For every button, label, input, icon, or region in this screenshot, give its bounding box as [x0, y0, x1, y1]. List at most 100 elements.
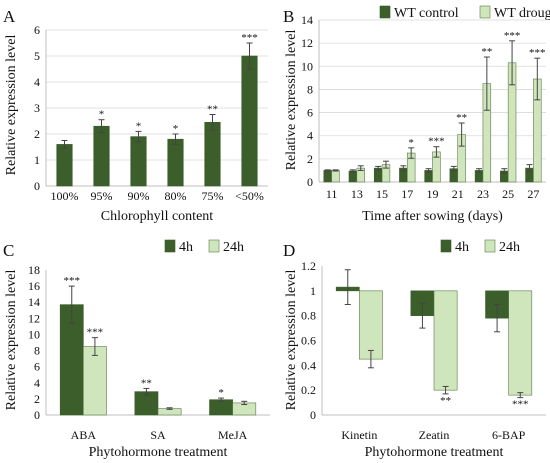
- panel-c-significance-label: ***: [87, 327, 104, 339]
- panel-b-significance-label: ***: [428, 136, 445, 148]
- panel-b-significance-label: ***: [504, 30, 521, 42]
- panel-a-xtick-label: 100%: [51, 189, 79, 203]
- panel-c-ytick-label: 14: [28, 295, 40, 309]
- panel-c-significance-label: **: [141, 377, 152, 389]
- panel-b-xtick-label: 27: [527, 187, 539, 201]
- panel-d-legend-label: 4h: [455, 240, 469, 255]
- panel-a-ytick-label: 3: [34, 101, 40, 115]
- panel-a-ytick-label: 5: [34, 49, 40, 63]
- panel-b-legend-swatch: [479, 5, 491, 19]
- panel-d-bar: [359, 290, 383, 360]
- panel-b-ytick-label: 0: [307, 175, 313, 189]
- panel-c-ytick-label: 18: [28, 263, 40, 277]
- panel-d-ytick-label: 0.8: [301, 309, 316, 323]
- panel-b-xtick-label: 13: [351, 187, 363, 201]
- panel-c-ytick-label: 8: [34, 344, 40, 358]
- panel-c-legend-swatch: [208, 239, 220, 253]
- panel-d-ytick-label: 0: [310, 408, 316, 422]
- panel-a-ytick-label: 6: [34, 23, 40, 37]
- panel-d-ytick-label: 1: [310, 284, 316, 298]
- panel-c-legend-label: 4h: [179, 240, 193, 255]
- panel-d-x-axis-label: Phytohormone treatment: [365, 445, 504, 460]
- panel-c-xtick-label: MeJA: [218, 428, 248, 442]
- panel-c-significance-label: *: [218, 387, 224, 399]
- panel-b-ytick-label: 4: [307, 129, 313, 143]
- panel-b-xtick-label: 17: [401, 187, 413, 201]
- panel-c-bar: [209, 399, 233, 416]
- panel-c-xtick-label: SA: [150, 428, 166, 442]
- panel-a-significance-label: **: [207, 104, 218, 116]
- panel-d-bar: [433, 290, 458, 391]
- panel-a-ytick-label: 1: [34, 153, 40, 167]
- panel-d-legend-label: 24h: [499, 240, 520, 255]
- panel-d-ytick-label: 0.2: [301, 383, 316, 397]
- panel-b-letter: B: [283, 7, 294, 26]
- panel-a-xtick-label: <50%: [235, 189, 264, 203]
- panel-a-bar: [56, 144, 73, 187]
- panel-a-xtick-label: 95%: [91, 189, 113, 203]
- panel-d-legend-swatch: [484, 239, 496, 253]
- panel-d-xtick-label: Zeatin: [419, 428, 450, 442]
- panel-c-xtick-label: ABA: [71, 428, 97, 442]
- panel-c-ytick-label: 10: [28, 327, 40, 341]
- panel-a-bar: [93, 125, 110, 187]
- panel-b-legend-swatch: [379, 5, 391, 19]
- panel-c-ytick-label: 12: [28, 311, 40, 325]
- panel-d-ytick-label: 0.6: [301, 334, 316, 348]
- panel-a-x-axis-label: Chlorophyll content: [101, 209, 213, 224]
- panel-d-letter: D: [283, 241, 295, 260]
- panel-c-letter: C: [3, 241, 14, 260]
- panel-a-significance-label: *: [99, 109, 105, 121]
- panel-d-significance-label: ***: [512, 399, 529, 411]
- panel-a-xtick-label: 75%: [202, 189, 224, 203]
- panel-b-ytick-label: 14: [301, 13, 313, 27]
- panel-c-y-axis-label: Relative expression level: [4, 270, 19, 411]
- panel-c-significance-label: ***: [64, 275, 81, 287]
- panel-d-legend-swatch: [440, 239, 452, 253]
- panel-a-letter: A: [3, 7, 16, 26]
- panel-c-legend-swatch: [164, 239, 176, 253]
- panel-a-y-axis-label: Relative expression level: [4, 35, 19, 176]
- panel-d-significance-label: **: [440, 395, 451, 407]
- panel-a-bar: [167, 138, 184, 187]
- panel-b-bar: [323, 170, 332, 183]
- panel-b-ytick-label: 12: [301, 36, 313, 50]
- panel-a-ytick-label: 4: [34, 75, 40, 89]
- panel-d-xtick-label: 6-BAP: [492, 428, 526, 442]
- panel-a-significance-label: ***: [241, 32, 258, 44]
- panel-b-xtick-label: 15: [376, 187, 388, 201]
- panel-a-xtick-label: 80%: [165, 189, 187, 203]
- panel-b-xtick-label: 19: [427, 187, 439, 201]
- panel-b-ytick-label: 2: [307, 152, 313, 166]
- panel-b-legend-label: WT control: [394, 6, 459, 21]
- panel-d-ytick-label: 0.4: [301, 358, 316, 372]
- panel-b-x-axis-label: Time after sowing (days): [362, 209, 503, 224]
- panel-b-legend-label: WT drought: [494, 6, 550, 21]
- panel-a-significance-label: *: [173, 123, 179, 135]
- panel-b-ytick-label: 10: [301, 59, 313, 73]
- panel-c-bar: [83, 346, 107, 416]
- panel-a-bar: [204, 122, 221, 187]
- panel-c-ytick-label: 0: [34, 408, 40, 422]
- panel-b-xtick-label: 11: [326, 187, 338, 201]
- panel-b-y-axis-label: Relative expression level: [284, 30, 299, 171]
- panel-d-bar: [508, 290, 533, 396]
- panel-a-significance-label: *: [136, 120, 142, 132]
- panel-b-significance-label: *: [408, 137, 414, 149]
- panel-c-x-axis-label: Phytohormone treatment: [89, 445, 228, 460]
- panel-b-bar: [331, 170, 340, 183]
- panel-b-significance-label: **: [481, 46, 492, 58]
- panel-a-ytick-label: 2: [34, 127, 40, 141]
- panel-c-ytick-label: 16: [28, 279, 40, 293]
- panel-b-xtick-label: 21: [452, 187, 464, 201]
- panel-b-xtick-label: 23: [477, 187, 489, 201]
- panel-b-significance-label: **: [456, 112, 467, 124]
- panel-d-xtick-label: Kinetin: [341, 428, 377, 442]
- panel-a-ytick-label: 0: [34, 179, 40, 193]
- panel-b-ytick-label: 6: [307, 106, 313, 120]
- panel-c-ytick-label: 6: [34, 360, 40, 374]
- panel-d-ytick-label: 1.2: [301, 259, 316, 273]
- panel-a-bar: [241, 55, 258, 187]
- panel-d-y-axis-label: Relative expression level: [284, 270, 299, 411]
